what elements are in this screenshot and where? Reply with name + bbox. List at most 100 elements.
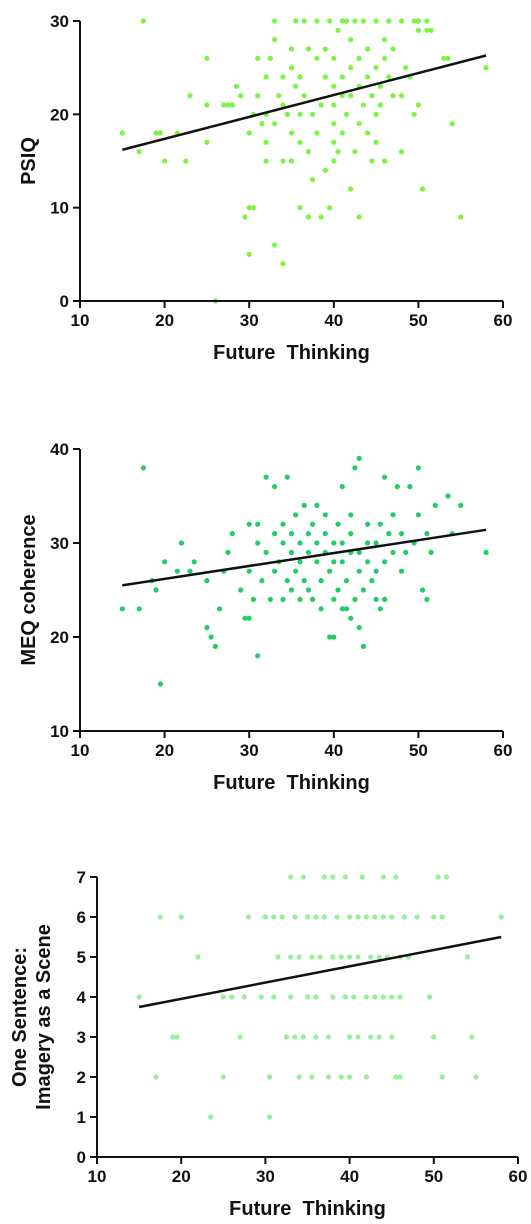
- data-point: [158, 130, 163, 135]
- data-point: [251, 205, 256, 210]
- data-point: [412, 112, 417, 117]
- data-point: [357, 625, 362, 630]
- data-point: [280, 522, 285, 527]
- data-point: [154, 587, 159, 592]
- data-point: [280, 74, 285, 79]
- data-point: [319, 214, 324, 219]
- data-point: [289, 46, 294, 51]
- data-point: [272, 242, 277, 247]
- data-point: [297, 597, 302, 602]
- x-tick-label: 60: [494, 311, 513, 330]
- x-tick-label: 10: [71, 741, 90, 760]
- data-point: [305, 994, 310, 999]
- data-point: [280, 158, 285, 163]
- data-point: [162, 158, 167, 163]
- data-point: [297, 74, 302, 79]
- data-point: [310, 177, 315, 182]
- data-point: [348, 37, 353, 42]
- data-point: [357, 121, 362, 126]
- y-tick-label: 5: [77, 948, 86, 967]
- data-point: [440, 1074, 445, 1079]
- data-point: [420, 186, 425, 191]
- data-point: [331, 158, 336, 163]
- data-point: [499, 914, 504, 919]
- x-tick-label: 10: [88, 1167, 107, 1186]
- data-point: [247, 522, 252, 527]
- x-tick-label: 20: [172, 1167, 191, 1186]
- data-point: [247, 616, 252, 621]
- y-tick-label: 2: [77, 1068, 86, 1087]
- y-tick-label: 0: [77, 1148, 86, 1167]
- data-point: [360, 874, 365, 879]
- data-point: [347, 1034, 352, 1039]
- data-point: [293, 512, 298, 517]
- data-point: [327, 569, 332, 574]
- data-point: [369, 93, 374, 98]
- data-point: [377, 1034, 382, 1039]
- data-point: [378, 606, 383, 611]
- data-point: [264, 140, 269, 145]
- data-point: [213, 644, 218, 649]
- data-point: [267, 1074, 272, 1079]
- data-point: [440, 914, 445, 919]
- data-point: [264, 74, 269, 79]
- data-point: [297, 112, 302, 117]
- y-tick-label: 20: [50, 628, 69, 647]
- data-point: [230, 531, 235, 536]
- data-point: [326, 1074, 331, 1079]
- data-point: [420, 587, 425, 592]
- data-point: [288, 874, 293, 879]
- data-point: [319, 578, 324, 583]
- data-point: [381, 994, 386, 999]
- data-point: [297, 540, 302, 545]
- data-point: [435, 874, 440, 879]
- data-point: [137, 149, 142, 154]
- data-point: [389, 1034, 394, 1039]
- x-axis-label: Future Thinking: [213, 342, 370, 364]
- data-point: [458, 214, 463, 219]
- data-point: [306, 531, 311, 536]
- data-point: [395, 484, 400, 489]
- data-point: [318, 954, 323, 959]
- data-point: [301, 1034, 306, 1039]
- data-point: [179, 914, 184, 919]
- data-point: [416, 465, 421, 470]
- data-point: [272, 18, 277, 23]
- data-point: [352, 597, 357, 602]
- data-point: [323, 531, 328, 536]
- data-point: [403, 550, 408, 555]
- data-point: [183, 158, 188, 163]
- data-point: [255, 56, 260, 61]
- data-point: [424, 18, 429, 23]
- data-point: [334, 914, 339, 919]
- data-point: [162, 559, 167, 564]
- data-point: [352, 149, 357, 154]
- data-point: [305, 914, 310, 919]
- data-point: [314, 540, 319, 545]
- data-point: [365, 522, 370, 527]
- data-point: [331, 121, 336, 126]
- data-point: [313, 914, 318, 919]
- data-point: [158, 914, 163, 919]
- trend-line: [139, 937, 501, 1007]
- data-point: [246, 914, 251, 919]
- data-point: [348, 93, 353, 98]
- data-point: [381, 914, 386, 919]
- data-point: [374, 597, 379, 602]
- data-point: [335, 522, 340, 527]
- data-point: [302, 503, 307, 508]
- data-point: [297, 1074, 302, 1079]
- data-point: [230, 102, 235, 107]
- data-point: [272, 121, 277, 126]
- x-tick-label: 30: [256, 1167, 275, 1186]
- y-tick-label: 10: [50, 722, 69, 741]
- data-point: [343, 994, 348, 999]
- data-point: [306, 149, 311, 154]
- data-point: [347, 1074, 352, 1079]
- data-point: [374, 140, 379, 145]
- x-tick-label: 50: [409, 311, 428, 330]
- data-point: [292, 914, 297, 919]
- data-point: [314, 559, 319, 564]
- data-point: [365, 130, 370, 135]
- data-point: [348, 531, 353, 536]
